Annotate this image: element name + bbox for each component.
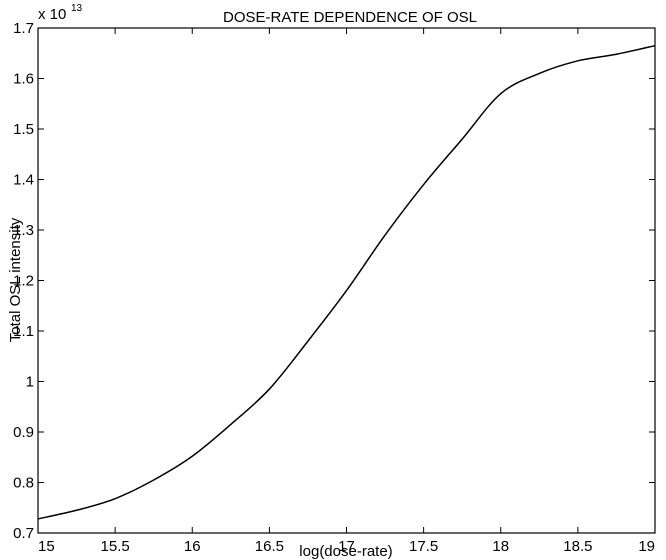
x-axis-label: log(dose-rate): [299, 543, 392, 560]
chart-title: DOSE-RATE DEPENDENCE OF OSL: [223, 9, 477, 26]
x-tick-label: 17: [338, 538, 355, 555]
plot-area: [37, 27, 656, 534]
x-tick-label: 17.5: [409, 538, 438, 555]
y-multiplier: x 10: [38, 6, 66, 23]
x-tick-label: 16: [184, 538, 201, 555]
y-tick-label: 1: [26, 374, 34, 391]
y-tick-label: 1.4: [13, 172, 34, 189]
x-tick-label: 15.5: [101, 538, 130, 555]
y-tick-label: 1.3: [13, 222, 34, 239]
y-tick-label: 0.7: [13, 525, 34, 542]
x-tick-label: 16.5: [255, 538, 284, 555]
y-tick-label: 1.5: [13, 121, 34, 138]
y-axis-label: Total OSL intensity: [7, 217, 24, 342]
x-axis-ticks: 15 15.5 16 16.5 17 17.5 18 18.5 19: [37, 28, 656, 555]
y-tick-label: 1.6: [13, 71, 34, 88]
x-tick-label: 18.5: [563, 538, 592, 555]
series-line: [37, 44, 656, 520]
y-tick-label: 0.9: [13, 424, 34, 441]
y-tick-label: 0.8: [13, 475, 34, 492]
x-tick-label: 15: [38, 538, 55, 555]
x-tick-label: 18: [492, 538, 509, 555]
y-tick-label: 1.1: [13, 323, 34, 340]
y-axis-ticks: 0.7 0.8 0.9 1 1.1 1.2 1.3 1.4 1.5 1.6 1.7: [13, 20, 655, 542]
x-tick-label: 19: [638, 538, 655, 555]
y-tick-label: 1.2: [13, 273, 34, 290]
y-tick-label: 1.7: [13, 20, 34, 37]
y-multiplier-exponent: 13: [71, 3, 83, 14]
